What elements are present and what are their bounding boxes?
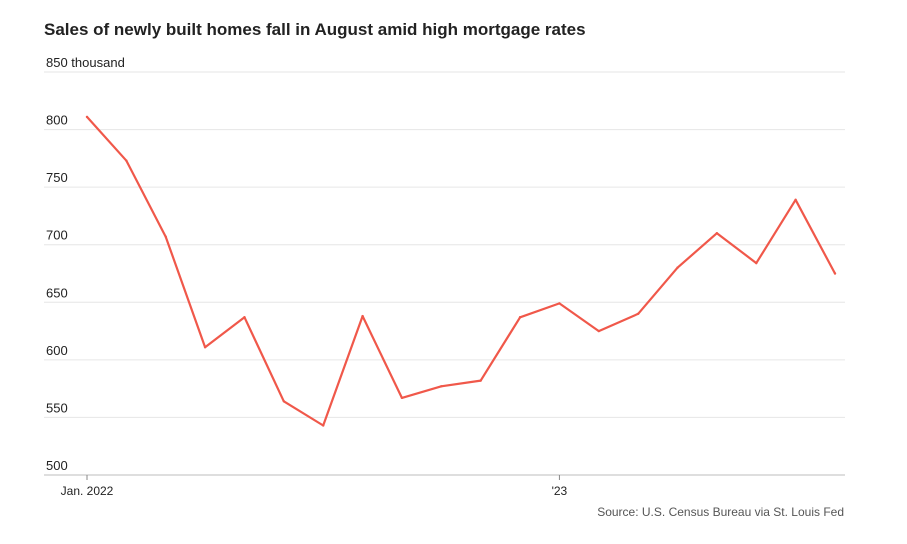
y-tick-label: 550	[46, 400, 68, 415]
data-point	[833, 272, 837, 275]
data-point	[676, 266, 679, 269]
y-tick-label: 500	[46, 458, 68, 473]
data-point	[322, 424, 325, 427]
y-tick-label: 700	[46, 228, 68, 243]
data-point	[715, 232, 719, 235]
data-point	[361, 314, 364, 318]
x-tick-label: Jan. 2022	[61, 484, 114, 498]
data-point	[282, 400, 286, 403]
x-tick-label: '23	[552, 484, 568, 498]
source-note: Source: U.S. Census Bureau via St. Louis…	[597, 505, 844, 519]
y-tick-label: 750	[46, 170, 68, 185]
data-point	[243, 316, 246, 319]
data-point	[479, 379, 482, 382]
data-point	[164, 235, 167, 238]
data-point	[755, 261, 758, 265]
data-point	[400, 396, 404, 400]
data-point	[85, 115, 89, 119]
chart-title: Sales of newly built homes fall in Augus…	[44, 20, 586, 39]
data-point	[440, 385, 443, 388]
y-tick-label: 650	[46, 285, 68, 300]
y-tick-label: 800	[46, 113, 68, 128]
data-point	[794, 198, 797, 202]
data-point	[597, 329, 600, 333]
data-point	[203, 345, 207, 349]
data-point	[558, 302, 561, 305]
data-point	[518, 316, 522, 319]
data-point	[636, 312, 640, 315]
y-tick-label: 850 thousand	[46, 55, 125, 70]
data-point	[125, 159, 128, 162]
series-line	[85, 115, 837, 427]
y-tick-label: 600	[46, 343, 68, 358]
